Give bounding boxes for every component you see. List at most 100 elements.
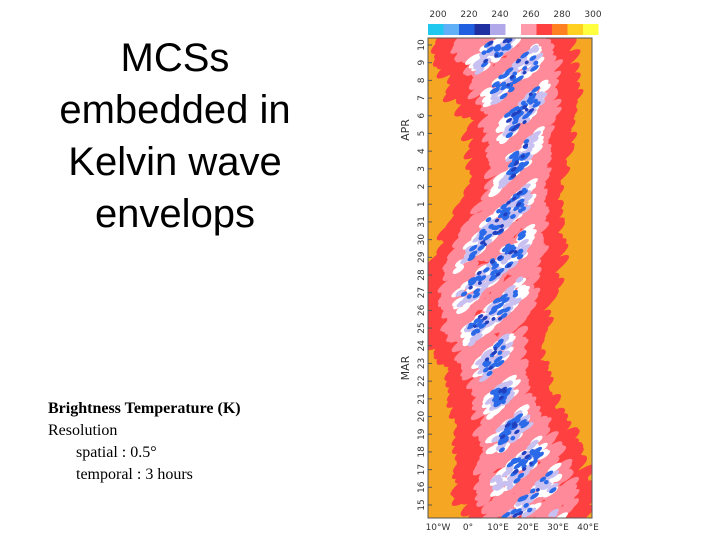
- y-tick-label: 30: [417, 234, 427, 246]
- field-blob: [506, 93, 525, 108]
- field-blob: [510, 173, 516, 178]
- field-blob: [499, 434, 506, 440]
- field-blob: [467, 277, 476, 284]
- field-blob: [452, 265, 465, 275]
- colorbar-tick-label: 260: [522, 10, 539, 20]
- field-blob: [511, 423, 518, 429]
- field-blob: [502, 38, 509, 44]
- field-blob: [441, 283, 457, 296]
- plot-frame: [427, 37, 593, 519]
- colorbar-swatch: [459, 24, 475, 35]
- title-line: envelops: [94, 192, 256, 236]
- field-blob: [471, 331, 477, 336]
- field-blob: [455, 289, 465, 297]
- field-blob: [505, 117, 513, 123]
- field-blob: [510, 435, 516, 441]
- field-blob: [539, 43, 554, 56]
- field-blob: [541, 482, 552, 490]
- y-tick-label: 3: [417, 166, 427, 172]
- field-blob: [528, 156, 552, 175]
- field-blob: [481, 50, 487, 55]
- field-blob: [506, 38, 513, 44]
- field-blob: [500, 84, 508, 91]
- field-blob: [435, 38, 457, 49]
- field-blob: [496, 51, 504, 58]
- colorbar-swatch: [536, 24, 552, 35]
- field-blob: [551, 511, 558, 518]
- y-tick-label: 27: [417, 287, 427, 298]
- field-blob: [488, 365, 494, 371]
- field-blob: [513, 205, 520, 212]
- colorbar-swatch: [567, 24, 583, 35]
- field-blob: [495, 64, 511, 76]
- field-blob: [514, 258, 538, 276]
- field-blob: [522, 70, 527, 75]
- field-blob: [500, 81, 507, 87]
- field-blob: [510, 508, 518, 515]
- field-blob: [500, 312, 508, 319]
- field-blob: [524, 60, 529, 65]
- field-blob: [527, 137, 537, 145]
- field-blob: [451, 418, 489, 446]
- field-blob: [475, 39, 489, 51]
- field-blob: [530, 64, 539, 72]
- field-blob: [495, 150, 507, 161]
- field-blob: [531, 86, 541, 93]
- field-blob: [491, 317, 496, 321]
- field-blob: [498, 135, 521, 153]
- field-blob: [476, 270, 482, 276]
- y-tick-label: 10: [417, 39, 427, 51]
- field-blob: [515, 109, 522, 115]
- field-blob: [495, 423, 507, 433]
- field-blob: [521, 450, 527, 456]
- x-tick-label: 20°E: [517, 523, 539, 533]
- y-tick-label: 4: [417, 148, 427, 154]
- field-blob: [475, 357, 485, 366]
- field-blob: [503, 428, 511, 435]
- field-blob: [515, 276, 524, 283]
- field-blob: [460, 291, 468, 297]
- y-tick-label: 31: [417, 216, 427, 227]
- field-blob: [508, 249, 515, 255]
- y-tick-label: 29: [417, 251, 427, 263]
- field-blob: [503, 212, 508, 217]
- field-blob: [456, 350, 474, 364]
- field-blob: [538, 79, 549, 88]
- field-blob: [490, 274, 496, 280]
- y-tick-label: 28: [417, 269, 427, 281]
- field-blob: [496, 208, 502, 214]
- field-blob: [528, 73, 549, 89]
- field-blob: [489, 88, 498, 95]
- field-blob: [488, 223, 494, 229]
- field-blob: [472, 421, 493, 437]
- y-tick-label: 5: [417, 131, 427, 137]
- field-blob: [529, 449, 538, 456]
- field-blob: [474, 485, 495, 501]
- field-blob: [506, 83, 510, 87]
- field-blob: [546, 483, 559, 493]
- colorbar-tick-label: 240: [491, 10, 508, 20]
- field-blob: [523, 503, 529, 508]
- field-blob: [506, 200, 512, 205]
- colorbar-swatch: [583, 24, 599, 35]
- field-blob: [520, 51, 530, 59]
- month-label: APR: [399, 119, 412, 141]
- field-blob: [452, 270, 475, 287]
- field-blob: [520, 459, 529, 466]
- x-tick-label: 30°E: [547, 523, 569, 533]
- field-blob: [530, 488, 536, 494]
- field-blob: [520, 154, 525, 159]
- caption-line: Resolution: [48, 422, 118, 439]
- field-blob: [494, 481, 504, 490]
- field-blob: [503, 43, 511, 50]
- field-blob: [543, 479, 549, 485]
- field-blob: [528, 99, 534, 105]
- field-blob: [451, 198, 484, 224]
- field-blob: [487, 40, 494, 46]
- field-blob: [488, 240, 503, 252]
- field-blob: [497, 212, 505, 219]
- field-blob: [481, 61, 488, 68]
- field-blob: [474, 66, 485, 75]
- field-blob: [488, 187, 502, 198]
- x-tick-label: 40°E: [577, 523, 599, 533]
